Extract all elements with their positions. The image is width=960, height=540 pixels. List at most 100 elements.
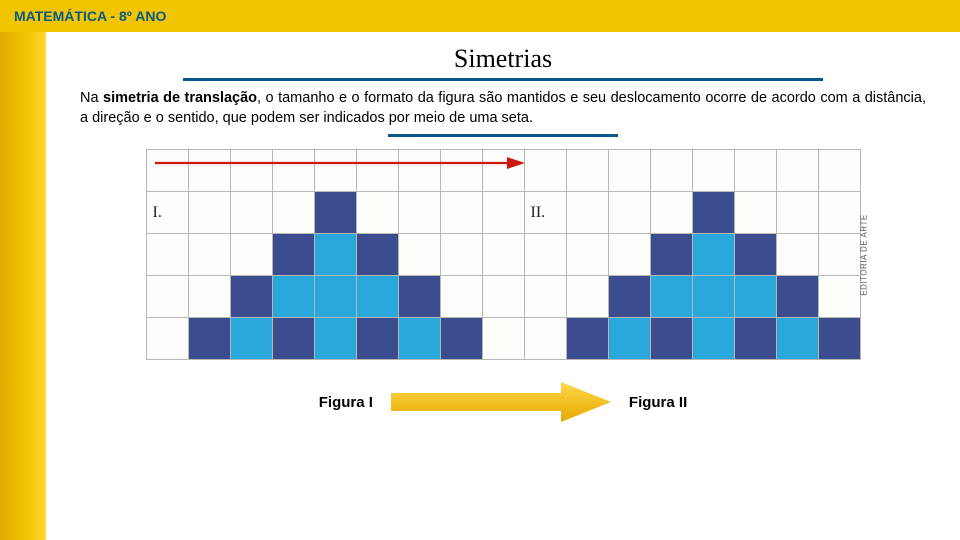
para-prefix: Na [80,90,103,106]
header-bar: MATEMÁTICA - 8º ANO [0,0,960,32]
grid-cell [524,318,566,360]
grid-cell [650,192,692,234]
grid-cell [692,276,734,318]
grid-cell [566,276,608,318]
grid-cell [440,276,482,318]
grid-cell [230,318,272,360]
grid-cell [734,192,776,234]
grid-cell [566,192,608,234]
grid-cell [608,150,650,192]
grid-cell [482,234,524,276]
grid-cell [314,318,356,360]
grid-cell [146,150,188,192]
grid-cell [356,192,398,234]
grid-cell [734,150,776,192]
grid-cell [272,234,314,276]
grid-cell [398,234,440,276]
grid-cell [650,276,692,318]
grid-cell [398,192,440,234]
grid-cell [398,150,440,192]
grid-cell [272,192,314,234]
header-text: MATEMÁTICA - 8º ANO [14,8,166,24]
grid-cell [314,276,356,318]
grid-cell [734,276,776,318]
grid-cell [356,318,398,360]
grid-cell [650,234,692,276]
grid-cell [272,150,314,192]
grid-cell [776,192,818,234]
grid-cell [272,276,314,318]
grid-cell [482,318,524,360]
grid-cell [440,234,482,276]
grid-cell [776,150,818,192]
grid-cell [230,150,272,192]
roman-2-label: II. [524,192,566,234]
grid-cell [440,150,482,192]
grid-cell [482,150,524,192]
grid-cell [482,192,524,234]
sidebar-stripe [0,32,46,540]
credit-text: EDITORIA DE ARTE [860,214,869,296]
grid-cell [608,192,650,234]
roman-1-label: I. [146,192,188,234]
grid-figure: I. II. [146,149,861,360]
grid-cell [692,192,734,234]
grid-cell [692,318,734,360]
grid-cell [650,150,692,192]
body-paragraph: Na simetria de translação, o tamanho e o… [80,89,926,128]
grid-cell [188,276,230,318]
grid-cell [230,192,272,234]
figure-1-label: Figura I [319,394,373,411]
title-rule [183,78,823,81]
grid-cell [818,318,860,360]
grid-cell [356,150,398,192]
figure-2-label: Figura II [629,394,687,411]
grid-cell [188,318,230,360]
grid-cell [314,150,356,192]
mid-rule [388,134,618,137]
grid-cell [734,318,776,360]
grid-cell [608,318,650,360]
grid-cell [146,276,188,318]
grid-cell [524,276,566,318]
grid-cell [398,276,440,318]
grid-cell [566,150,608,192]
grid-cell [146,234,188,276]
grid-cell [692,150,734,192]
big-arrow-icon [391,382,611,422]
grid-cell [818,192,860,234]
content-area: Simetrias Na simetria de translação, o t… [46,32,960,540]
grid-cell [776,276,818,318]
grid-cell [608,234,650,276]
grid-cell [524,234,566,276]
grid-cell [776,234,818,276]
grid-cell [566,318,608,360]
grid-cell [230,234,272,276]
grid-cell [272,318,314,360]
grid-cell [818,150,860,192]
grid-cell [818,234,860,276]
grid-cell [692,234,734,276]
grid-cell [440,192,482,234]
para-bold: simetria de translação [103,90,257,106]
grid-cell [776,318,818,360]
figure-wrap: I. II. EDITORIA DE ARTE [123,149,883,360]
grid-cell [566,234,608,276]
grid-cell [650,318,692,360]
grid-cell [398,318,440,360]
grid-cell [440,318,482,360]
grid-cell [314,234,356,276]
grid-cell [230,276,272,318]
grid-cell [356,234,398,276]
grid-cell [188,192,230,234]
grid-cell [146,318,188,360]
grid-cell [356,276,398,318]
grid-cell [818,276,860,318]
grid-cell [734,234,776,276]
grid-cell [608,276,650,318]
page-title: Simetrias [80,44,926,74]
grid-cell [314,192,356,234]
bottom-row: Figura I Figura II [80,382,926,422]
grid-cell [482,276,524,318]
grid-cell [524,150,566,192]
